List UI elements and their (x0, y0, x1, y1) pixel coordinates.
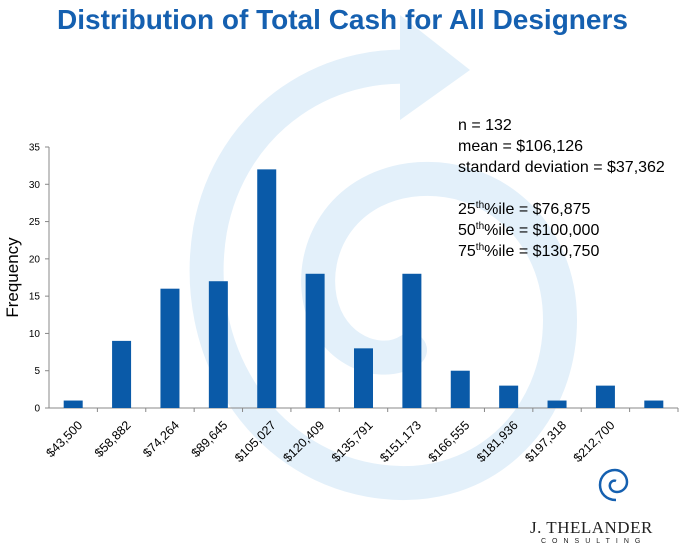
bar (160, 288, 180, 408)
x-tick-label: $89,645 (189, 418, 231, 460)
y-axis-label: Frequency (3, 237, 22, 318)
x-tick-label: $58,882 (92, 418, 134, 460)
stats-box: n = 132 mean = $106,126 standard deviati… (458, 115, 665, 262)
x-tick-label: $74,264 (140, 418, 182, 460)
bar (354, 348, 373, 408)
y-tick-label: 35 (29, 143, 41, 154)
bar (63, 400, 83, 408)
stat-mean: mean = $106,126 (458, 138, 583, 155)
stat-p75: 75th%ile = $130,750 (458, 242, 600, 261)
stat-p50: 50th%ile = $100,000 (458, 221, 600, 240)
bar (112, 340, 132, 408)
bar (547, 400, 567, 408)
logo-name: J. THELANDER (530, 518, 653, 537)
x-tick-label: $212,700 (571, 418, 618, 465)
stat-p25: 25th%ile = $76,875 (458, 200, 591, 219)
y-tick-label: 5 (34, 366, 40, 377)
bar (208, 281, 228, 408)
stat-n: n = 132 (458, 117, 512, 134)
x-tick-label: $135,791 (329, 418, 376, 465)
x-tick-label: $43,500 (43, 418, 85, 460)
y-tick-label: 30 (29, 180, 41, 191)
bar (450, 370, 470, 408)
watermark-swirl (189, 49, 578, 501)
y-tick-label: 25 (29, 217, 41, 228)
y-tick-label: 0 (34, 404, 40, 415)
x-tick-label: $151,173 (377, 418, 424, 465)
bar (644, 400, 664, 408)
y-tick-label: 10 (29, 329, 41, 340)
chart-title: Distribution of Total Cash for All Desig… (57, 4, 628, 35)
bar (305, 273, 325, 408)
stat-sd: standard deviation = $37,362 (458, 159, 665, 176)
watermark-arrowhead (400, 15, 470, 120)
bar (257, 169, 277, 408)
logo-subtitle: CONSULTING (541, 538, 647, 545)
bar (499, 385, 519, 408)
logo-swirl-icon (598, 468, 629, 502)
bar (402, 273, 422, 408)
y-tick-label: 20 (29, 254, 41, 265)
y-tick-label: 15 (29, 292, 41, 303)
bar (595, 385, 615, 408)
